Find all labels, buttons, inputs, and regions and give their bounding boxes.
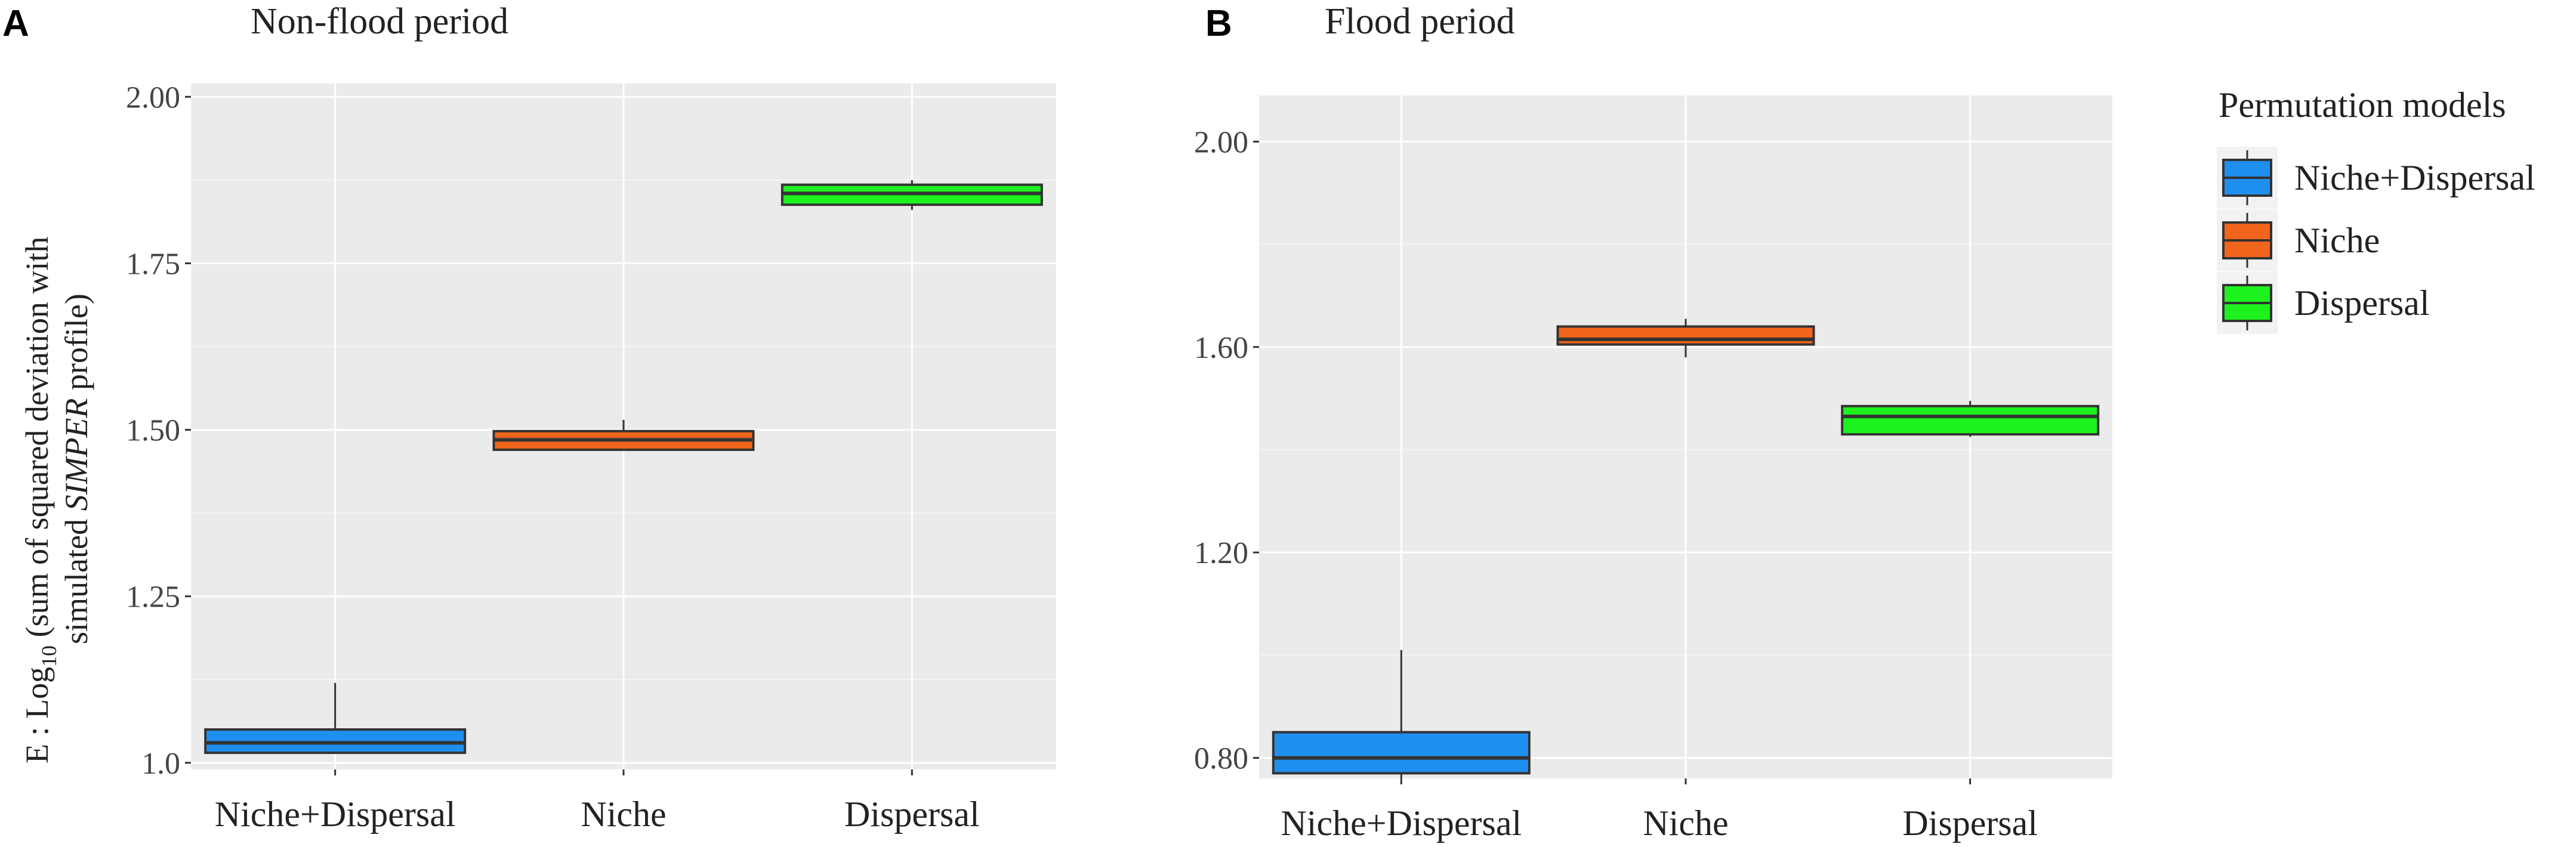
y-tick-label: 1.25 <box>126 580 180 614</box>
legend-item-niche-dispersal: Niche+Dispersal <box>2217 147 2535 209</box>
panel-a-title: Non-flood period <box>251 1 508 42</box>
legend-title: Permutation models <box>2219 85 2506 125</box>
panel-a: A Non-flood period 1.0 1.25 1.50 1.75 2.00 N… <box>2 1 1056 834</box>
panel-a-boxes <box>204 180 1043 755</box>
box-body <box>1841 404 2100 436</box>
legend-item-dispersal: Dispersal <box>2217 272 2430 334</box>
panel-b: B Flood period 0.80 1.20 1.60 2.00 Niche+Di… <box>1194 1 2112 843</box>
legend-label: Niche+Dispersal <box>2294 158 2535 197</box>
box-niche <box>1556 319 1815 358</box>
y-axis-label-italic: SIMPER <box>58 398 94 511</box>
panel-b-y-ticks: 0.80 1.20 1.60 2.00 <box>1194 125 1259 776</box>
box-dispersal <box>780 180 1043 211</box>
panel-b-boxes <box>1272 319 2100 778</box>
svg-text:simulated SIMPER profile): simulated SIMPER profile) <box>58 293 94 644</box>
legend-item-niche: Niche <box>2217 209 2380 271</box>
y-tick-label: 1.0 <box>141 747 180 781</box>
box-dispersal <box>1841 401 2100 437</box>
x-tick-label: Niche <box>581 795 666 834</box>
panel-b-x-ticks: Niche+Dispersal Niche Dispersal <box>1281 778 2038 843</box>
x-tick-label: Dispersal <box>844 795 980 834</box>
x-tick-label: Niche+Dispersal <box>1281 803 1522 843</box>
panel-b-letter: B <box>1205 3 1232 44</box>
y-axis-label-sub: 10 <box>37 645 61 667</box>
legend-items: Niche+Dispersal Niche Dispersal <box>2217 147 2535 334</box>
legend: Permutation models Niche+Dispersal Niche D… <box>2217 85 2535 334</box>
y-tick-label: 1.60 <box>1194 331 1248 365</box>
box-niche-dispersal <box>1272 650 1531 778</box>
y-tick-label: 2.00 <box>126 81 180 115</box>
y-tick-label: 0.80 <box>1194 742 1248 776</box>
box-niche-dispersal <box>204 682 467 755</box>
y-tick-label: 1.50 <box>126 414 180 448</box>
x-tick-label: Dispersal <box>1902 803 2038 843</box>
panel-a-letter: A <box>2 3 29 44</box>
box-body <box>1272 731 1531 775</box>
y-axis-label-line2-pre: simulated <box>58 511 94 644</box>
y-tick-label: 1.20 <box>1194 536 1248 570</box>
panel-b-title: Flood period <box>1325 1 1515 42</box>
x-tick-label: Niche+Dispersal <box>215 795 456 834</box>
y-axis-label-line2-post: profile) <box>58 293 94 398</box>
legend-label: Dispersal <box>2294 283 2430 323</box>
box-niche <box>492 419 755 452</box>
svg-text:E : Log10 (sum of squared devi: E : Log10 (sum of squared deviation with <box>19 237 61 763</box>
panel-a-y-ticks: 1.0 1.25 1.50 1.75 2.00 <box>126 81 191 781</box>
panel-a-x-ticks: Niche+Dispersal Niche Dispersal <box>215 769 980 834</box>
legend-label: Niche <box>2294 221 2380 260</box>
y-tick-label: 1.75 <box>126 247 180 281</box>
y-axis-label-prefix: E : Log <box>19 667 55 763</box>
y-tick-label: 2.00 <box>1194 125 1248 159</box>
x-tick-label: Niche <box>1643 803 1728 843</box>
y-axis-label: E : Log10 (sum of squared deviation with… <box>19 237 94 763</box>
y-axis-label-rest: (sum of squared deviation with <box>19 237 55 645</box>
box-body <box>1556 325 1815 346</box>
